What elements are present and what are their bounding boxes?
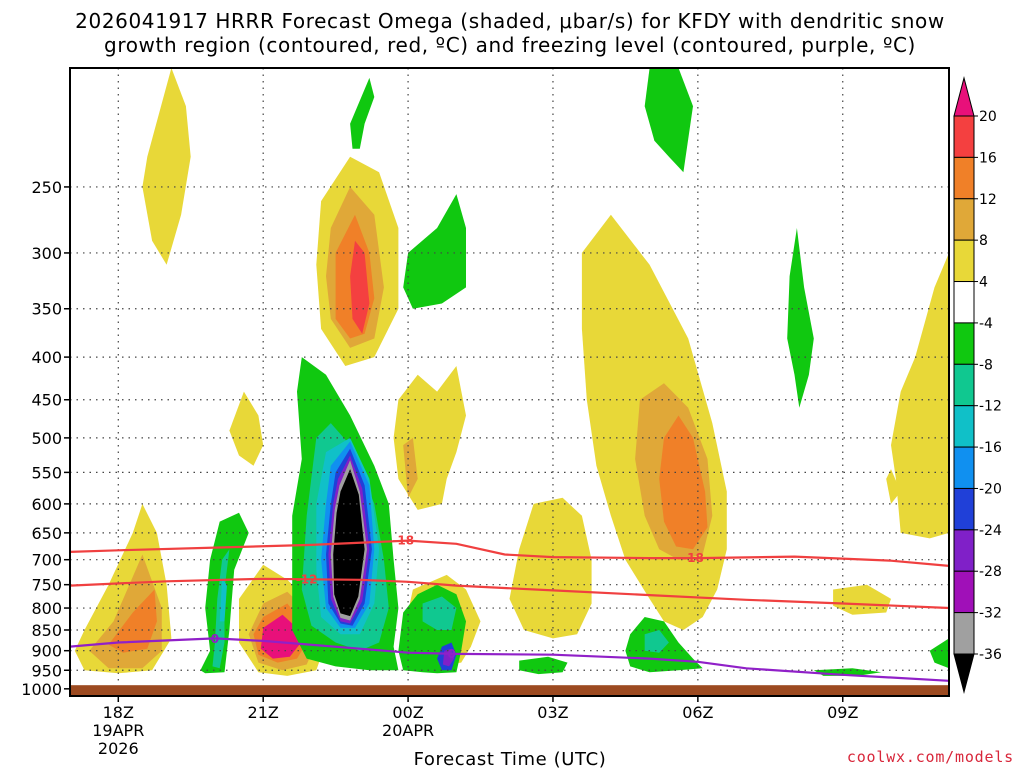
x-tick-label: 21Z bbox=[248, 703, 279, 722]
colorbar-swatch bbox=[953, 529, 975, 572]
colorbar-label: -20 bbox=[979, 481, 1002, 497]
y-tick-label: 400 bbox=[31, 348, 62, 367]
y-tick-label: 250 bbox=[31, 178, 62, 197]
x-tick-sublabel: 20APR bbox=[382, 721, 434, 740]
omega-region-37 bbox=[644, 68, 693, 173]
x-tick-label: 06Z bbox=[682, 703, 713, 722]
y-tick-label: 900 bbox=[31, 642, 62, 661]
colorbar-label: 8 bbox=[979, 233, 988, 249]
colorbar-swatch bbox=[953, 363, 975, 407]
colorbar-label: 16 bbox=[979, 150, 997, 166]
plot-area: -18 -18 -12 0 0 bbox=[70, 68, 949, 696]
contour-lines: -18 -18 -12 0 0 bbox=[70, 534, 949, 682]
colorbar-swatch bbox=[953, 446, 975, 489]
dendritic-minus18-label: -18 bbox=[392, 534, 414, 548]
x-tick-label: 00Z bbox=[392, 703, 423, 722]
y-axis: 250 300 350 400 450 500 550 600 650 700 750 800 850 9… bbox=[21, 178, 70, 699]
colorbar-label: -32 bbox=[979, 606, 1002, 622]
omega-region-8 bbox=[260, 614, 300, 659]
omega-region-40 bbox=[644, 630, 669, 653]
colorbar-swatch bbox=[953, 570, 975, 614]
x-tick-sublabel: 19APR bbox=[92, 721, 144, 740]
colorbar-swatch bbox=[953, 156, 975, 200]
colorbar-swatch bbox=[953, 239, 975, 283]
omega-region-44 bbox=[886, 469, 901, 504]
y-tick-label: 850 bbox=[31, 621, 62, 640]
omega-region-15 bbox=[350, 240, 370, 334]
ground-surface bbox=[70, 685, 949, 696]
omega-region-38 bbox=[787, 228, 814, 408]
dendritic-minus12-label: -12 bbox=[296, 572, 318, 586]
y-tick-label: 600 bbox=[31, 495, 62, 514]
dendritic-minus12-line bbox=[70, 577, 949, 610]
y-tick-label: 700 bbox=[31, 551, 62, 570]
y-tick-label: 350 bbox=[31, 300, 62, 319]
y-tick-label: 450 bbox=[31, 391, 62, 410]
colorbar-label: -12 bbox=[979, 399, 1002, 415]
colorbar-label: 12 bbox=[979, 192, 997, 208]
x-tick-label: 03Z bbox=[537, 703, 568, 722]
colorbar-swatch bbox=[953, 612, 975, 655]
omega-region-41 bbox=[519, 656, 568, 675]
chart-title-line1: 2026041917 HRRR Forecast Omega (shaded, … bbox=[75, 9, 945, 33]
omega-region-46 bbox=[929, 638, 949, 669]
omega-region-11 bbox=[219, 579, 227, 622]
omega-region-36 bbox=[659, 415, 708, 550]
colorbar-label: -36 bbox=[979, 647, 1002, 663]
chart-title-line2: growth region (contoured, red, ºC) and f… bbox=[104, 33, 916, 57]
omega-region-17 bbox=[403, 194, 466, 309]
freezing-level-0-line bbox=[70, 637, 949, 682]
x-axis-label: Forecast Time (UTC) bbox=[414, 749, 607, 768]
y-tick-label: 500 bbox=[31, 429, 62, 448]
dendritic-minus18-line bbox=[70, 539, 949, 567]
y-tick-label: 750 bbox=[31, 576, 62, 595]
colorbar-label: -8 bbox=[979, 357, 993, 373]
omega-region-3 bbox=[142, 68, 191, 265]
dotted-grid bbox=[70, 68, 949, 696]
colorbar: 20 16 12 8 4 -4 -8 -12 -16 -20 -24 -28 -32 -36 bbox=[953, 76, 1002, 694]
omega-region-19 bbox=[403, 437, 418, 498]
credit-link[interactable]: coolwx.com/models bbox=[847, 748, 1014, 766]
colorbar-swatch bbox=[953, 115, 975, 158]
y-tick-label: 300 bbox=[31, 244, 62, 263]
x-tick-sublabel: 2026 bbox=[98, 739, 139, 758]
x-tick-label: 18Z bbox=[103, 703, 134, 722]
omega-region-2 bbox=[108, 589, 157, 653]
colorbar-swatch bbox=[953, 281, 975, 324]
dendritic-minus18-label: -18 bbox=[682, 551, 704, 565]
colorbar-label: 4 bbox=[979, 275, 988, 291]
colorbar-label: -16 bbox=[979, 440, 1002, 456]
colorbar-swatch bbox=[953, 322, 975, 365]
colorbar-swatch bbox=[953, 198, 975, 241]
colorbar-label: -4 bbox=[979, 316, 993, 332]
omega-region-30 bbox=[422, 596, 457, 630]
omega-region-4 bbox=[229, 391, 264, 466]
colorbar-swatch bbox=[953, 405, 975, 448]
y-tick-label: 550 bbox=[31, 463, 62, 482]
y-tick-label: 1000 bbox=[21, 680, 62, 699]
omega-region-16 bbox=[350, 77, 375, 149]
x-tick-label: 09Z bbox=[827, 703, 858, 722]
colorbar-swatch bbox=[953, 487, 975, 531]
colorbar-label: 20 bbox=[979, 109, 997, 125]
omega-region-45 bbox=[891, 252, 949, 539]
colorbar-top-arrow bbox=[953, 76, 975, 117]
freezing-level-0-label: 0 bbox=[447, 647, 455, 661]
y-tick-label: 800 bbox=[31, 599, 62, 618]
plot-frame bbox=[69, 67, 950, 697]
y-tick-label: 950 bbox=[31, 661, 62, 680]
colorbar-label: -28 bbox=[979, 564, 1002, 580]
colorbar-bottom-arrow bbox=[953, 653, 975, 694]
freezing-level-0-label: 0 bbox=[211, 632, 219, 646]
colorbar-label: -24 bbox=[979, 523, 1002, 539]
y-tick-label: 650 bbox=[31, 524, 62, 543]
omega-region-43 bbox=[833, 584, 891, 615]
